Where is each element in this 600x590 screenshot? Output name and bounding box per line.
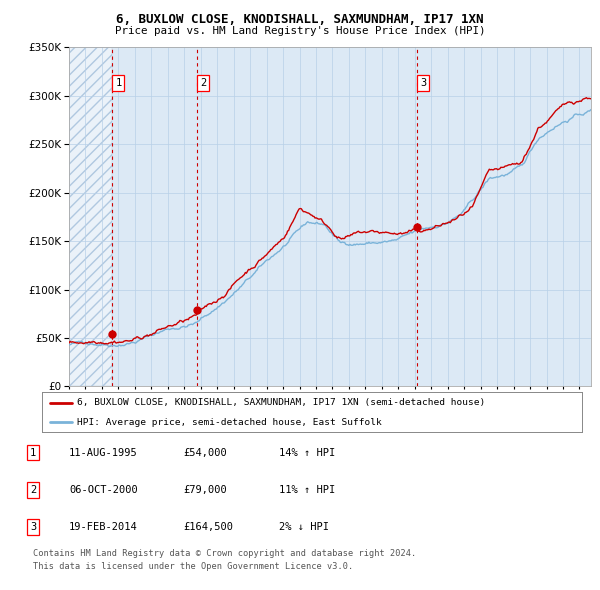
Text: 06-OCT-2000: 06-OCT-2000 — [69, 485, 138, 494]
Text: £164,500: £164,500 — [183, 522, 233, 532]
Text: 6, BUXLOW CLOSE, KNODISHALL, SAXMUNDHAM, IP17 1XN: 6, BUXLOW CLOSE, KNODISHALL, SAXMUNDHAM,… — [116, 13, 484, 26]
Text: 14% ↑ HPI: 14% ↑ HPI — [279, 448, 335, 457]
Text: 3: 3 — [420, 78, 427, 88]
Text: 3: 3 — [30, 522, 36, 532]
Text: 1: 1 — [30, 448, 36, 457]
Text: 11-AUG-1995: 11-AUG-1995 — [69, 448, 138, 457]
Text: 6, BUXLOW CLOSE, KNODISHALL, SAXMUNDHAM, IP17 1XN (semi-detached house): 6, BUXLOW CLOSE, KNODISHALL, SAXMUNDHAM,… — [77, 398, 485, 407]
Text: This data is licensed under the Open Government Licence v3.0.: This data is licensed under the Open Gov… — [33, 562, 353, 571]
Text: £79,000: £79,000 — [183, 485, 227, 494]
Text: 2: 2 — [30, 485, 36, 494]
Bar — [69, 47, 112, 386]
Text: Contains HM Land Registry data © Crown copyright and database right 2024.: Contains HM Land Registry data © Crown c… — [33, 549, 416, 558]
Text: 2% ↓ HPI: 2% ↓ HPI — [279, 522, 329, 532]
Text: £54,000: £54,000 — [183, 448, 227, 457]
Text: 2: 2 — [200, 78, 206, 88]
Text: 19-FEB-2014: 19-FEB-2014 — [69, 522, 138, 532]
Bar — [69, 47, 112, 386]
Text: Price paid vs. HM Land Registry's House Price Index (HPI): Price paid vs. HM Land Registry's House … — [115, 26, 485, 36]
Text: 1: 1 — [115, 78, 122, 88]
Text: HPI: Average price, semi-detached house, East Suffolk: HPI: Average price, semi-detached house,… — [77, 418, 382, 427]
Text: 11% ↑ HPI: 11% ↑ HPI — [279, 485, 335, 494]
